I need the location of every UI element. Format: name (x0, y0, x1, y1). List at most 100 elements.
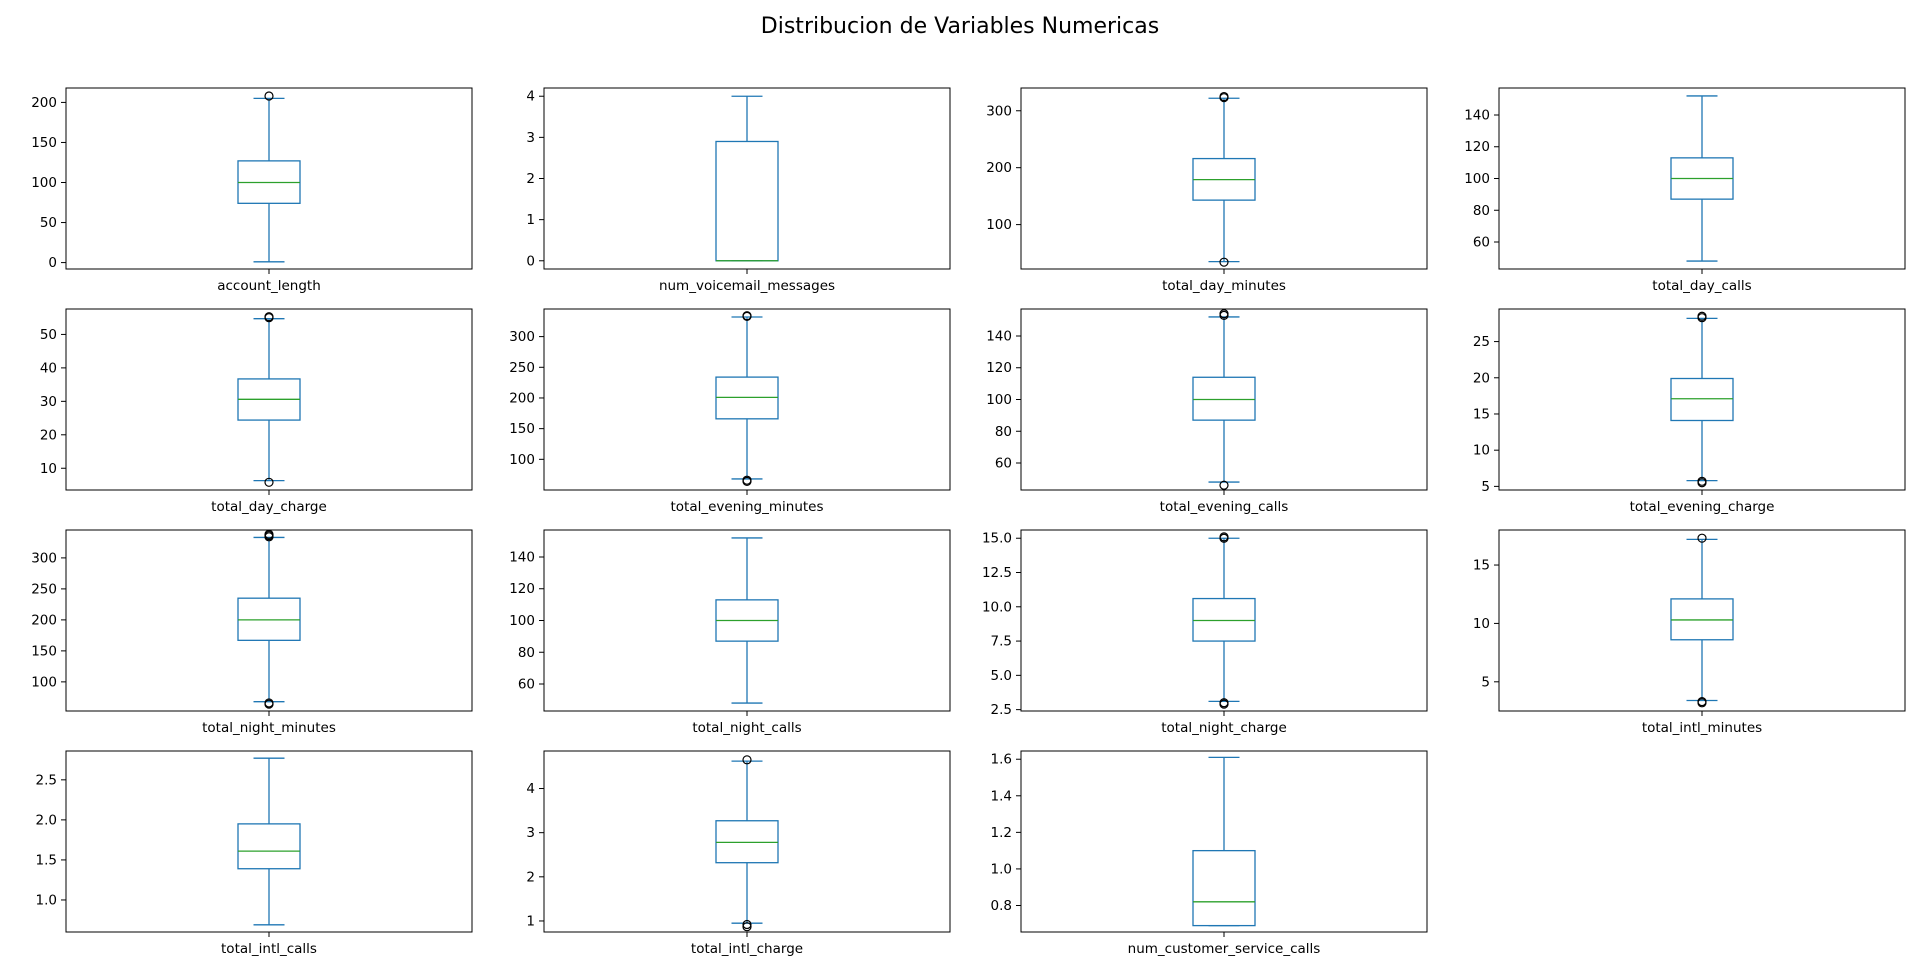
y-tick-label: 100 (509, 452, 535, 468)
y-tick-label: 1.5 (36, 852, 57, 868)
subplot-total_evening_charge: 5 10 15 20 25 total_evening_charge (1473, 308, 1906, 515)
x-tick-label: account_length (217, 278, 321, 294)
y-tick-label: 5 (1481, 479, 1490, 495)
y-tick-label: 2.5 (36, 772, 57, 788)
outlier-point (1697, 311, 1707, 321)
subplot-account_length: 0 50 100 150 200 account_length (31, 87, 473, 294)
x-tick-label: total_evening_minutes (670, 499, 823, 515)
y-tick-label: 250 (31, 581, 57, 597)
x-tick-label: total_intl_charge (691, 941, 803, 957)
y-tick-label: 150 (509, 421, 535, 437)
outlier-point (742, 475, 752, 485)
y-tick-label: 1 (526, 913, 535, 929)
y-tick-label: 120 (1464, 139, 1490, 155)
y-tick-label: 140 (509, 549, 535, 565)
y-tick-label: 200 (986, 160, 1012, 176)
y-tick-label: 4 (526, 781, 535, 797)
y-tick-label: 300 (986, 103, 1012, 119)
x-tick-label: total_intl_minutes (1642, 720, 1762, 736)
y-tick-label: 140 (1464, 107, 1490, 123)
figure-title: Distribucion de Variables Numericas (760, 14, 1160, 39)
subplot-total_evening_calls: 60 80 100 120 140 total_evening_calls (986, 308, 1428, 515)
y-tick-label: 5 (1481, 674, 1490, 690)
outlier-point (1697, 533, 1707, 543)
outlier-point (264, 529, 274, 539)
y-tick-label: 10 (1473, 616, 1490, 632)
y-tick-label: 40 (40, 360, 57, 376)
outlier-point (1697, 697, 1707, 707)
y-tick-label: 140 (986, 328, 1012, 344)
y-tick-label: 0 (526, 253, 535, 269)
y-tick-label: 15 (1473, 406, 1490, 422)
y-tick-label: 7.5 (991, 634, 1012, 650)
y-tick-label: 1.6 (991, 752, 1012, 768)
y-tick-label: 30 (40, 394, 57, 410)
y-tick-label: 50 (40, 327, 57, 343)
subplot-total_day_minutes: 100 200 300 total_day_minutes (986, 87, 1428, 294)
iqr-box (237, 823, 301, 870)
subplot-num_voicemail_messages: 0 1 2 3 4 num_voicemail_messages (526, 87, 951, 294)
subplot-total_night_calls: 60 80 100 120 140 total_night_calls (509, 529, 951, 736)
outlier-point (1219, 480, 1229, 490)
x-tick-label: total_day_charge (211, 499, 327, 515)
y-tick-label: 10.0 (982, 599, 1012, 615)
subplot-total_day_charge: 10 20 30 40 50 total_day_charge (40, 308, 473, 515)
outlier-point (1697, 476, 1707, 486)
y-tick-label: 60 (518, 677, 535, 693)
y-tick-label: 100 (31, 175, 57, 191)
subplot-total_intl_charge: 1 2 3 4 total_intl_charge (526, 750, 951, 957)
subplot-total_evening_minutes: 100 150 200 250 300 total_evening_minutes (509, 308, 951, 515)
y-tick-label: 120 (509, 581, 535, 597)
x-tick-label: total_night_calls (692, 720, 801, 736)
y-tick-label: 1.0 (991, 861, 1012, 877)
subplot-total_intl_minutes: 5 10 15 total_intl_minutes (1473, 529, 1906, 736)
y-tick-label: 50 (40, 215, 57, 231)
x-tick-label: total_night_charge (1161, 720, 1287, 736)
y-tick-label: 4 (526, 89, 535, 105)
y-tick-label: 200 (31, 95, 57, 111)
y-tick-label: 0.8 (991, 898, 1012, 914)
outlier-point (742, 919, 752, 930)
x-tick-label: total_evening_charge (1630, 499, 1775, 515)
y-tick-label: 25 (1473, 334, 1490, 350)
x-tick-label: num_voicemail_messages (659, 278, 835, 294)
iqr-box (1670, 377, 1734, 422)
y-tick-label: 20 (1473, 370, 1490, 386)
y-tick-label: 200 (509, 390, 535, 406)
y-tick-label: 200 (31, 612, 57, 628)
subplot-total_night_charge: 2.5 5.0 7.5 10.0 12.5 15.0 total_night_charge (982, 529, 1428, 736)
y-tick-label: 100 (1464, 171, 1490, 187)
y-tick-label: 1.0 (36, 892, 57, 908)
outlier-point (264, 477, 274, 487)
outlier-point (1219, 698, 1229, 708)
x-tick-label: total_day_minutes (1162, 278, 1286, 294)
y-tick-label: 5.0 (991, 668, 1012, 684)
iqr-box (1192, 849, 1256, 927)
y-tick-label: 100 (509, 613, 535, 629)
y-tick-label: 2 (526, 171, 535, 187)
y-tick-label: 100 (986, 217, 1012, 233)
outlier-point (264, 312, 274, 322)
x-tick-label: total_intl_calls (221, 941, 317, 957)
y-tick-label: 300 (509, 329, 535, 345)
y-tick-label: 1 (526, 212, 535, 228)
outlier-point (1219, 257, 1229, 267)
y-tick-label: 150 (31, 643, 57, 659)
subplot-total_intl_calls: 1.0 1.5 2.0 2.5 total_intl_calls (36, 750, 473, 957)
subplot-num_customer_service_calls: 0.8 1.0 1.2 1.4 1.6 num_customer_service_call… (991, 750, 1428, 957)
outlier-point (742, 311, 752, 321)
y-tick-label: 0 (48, 255, 57, 271)
y-tick-label: 1.2 (991, 825, 1012, 841)
y-tick-label: 3 (526, 825, 535, 841)
subplot-total_day_calls: 60 80 100 120 140 total_day_calls (1464, 87, 1906, 294)
x-tick-label: total_evening_calls (1160, 499, 1289, 515)
iqr-box (1192, 597, 1256, 642)
y-tick-label: 120 (986, 360, 1012, 376)
outlier-point (1219, 91, 1229, 102)
y-tick-label: 300 (31, 550, 57, 566)
iqr-box (1192, 376, 1256, 421)
subplot-total_night_minutes: 100 150 200 250 300 total_night_minutes (31, 529, 473, 736)
y-tick-label: 20 (40, 427, 57, 443)
y-tick-label: 80 (995, 424, 1012, 440)
outlier-point (742, 755, 752, 765)
